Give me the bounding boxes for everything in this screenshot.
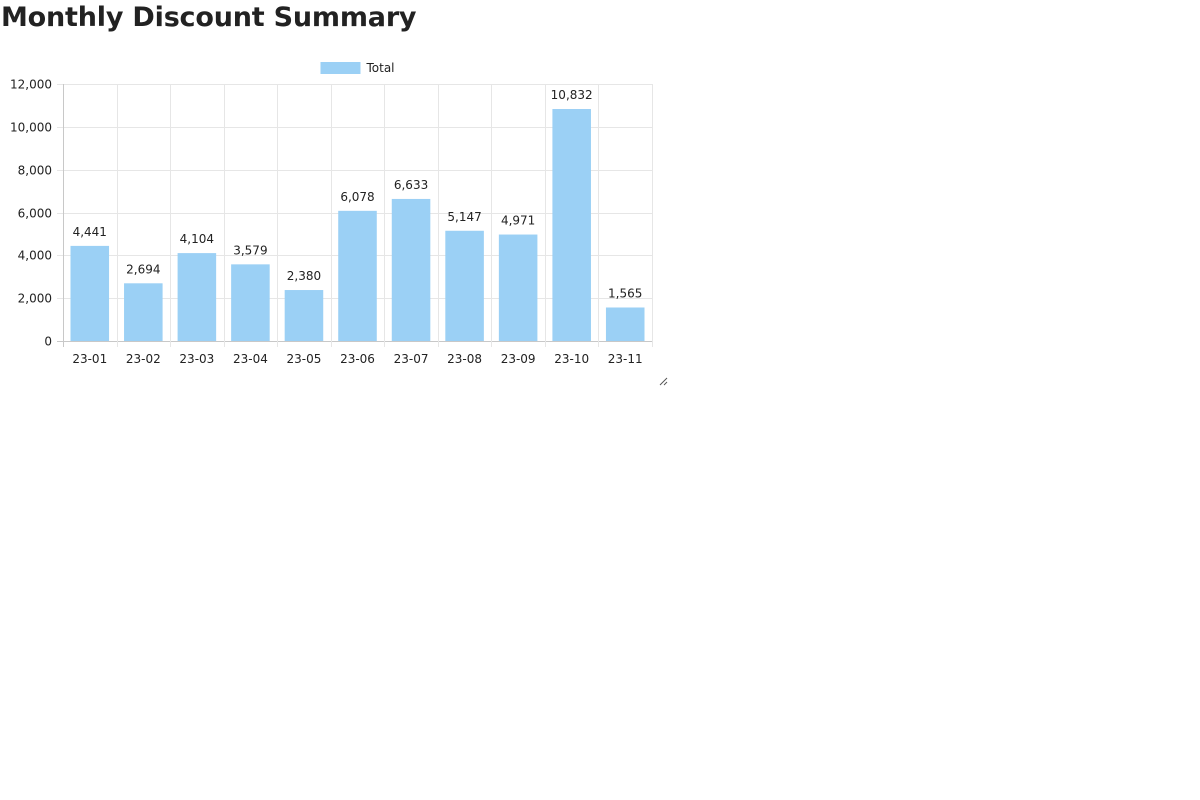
- bar-data-label: 6,078: [340, 190, 374, 204]
- bar-data-label: 2,694: [126, 262, 160, 276]
- bar: [498, 234, 538, 341]
- bar: [391, 198, 431, 341]
- y-tick-label: 2,000: [18, 292, 52, 306]
- y-tick-label: 0: [44, 335, 52, 349]
- x-tick-label: 23-10: [554, 352, 589, 366]
- y-tick-label: 12,000: [10, 78, 52, 92]
- x-tick-label: 23-07: [394, 352, 429, 366]
- bar: [231, 264, 270, 341]
- bar: [70, 245, 110, 341]
- bar-data-label: 4,971: [501, 214, 535, 228]
- y-tick-label: 6,000: [18, 207, 52, 221]
- x-tick-label: 23-08: [447, 352, 482, 366]
- x-tick-label: 23-02: [126, 352, 161, 366]
- x-tick-label: 23-09: [501, 352, 536, 366]
- bar-data-label: 1,565: [608, 286, 642, 300]
- bar: [445, 230, 484, 341]
- bar-data-label: 3,579: [233, 243, 267, 257]
- y-tick-label: 10,000: [10, 121, 52, 135]
- bar-data-label: 4,104: [180, 232, 214, 246]
- page-title: Monthly Discount Summary: [1, 2, 417, 33]
- bar: [177, 253, 217, 341]
- x-tick-label: 23-03: [179, 352, 214, 366]
- resize-handle-icon[interactable]: [658, 376, 668, 386]
- y-tick-label: 8,000: [18, 164, 52, 178]
- bar-data-label: 4,441: [73, 225, 107, 239]
- bar: [552, 109, 591, 341]
- legend-swatch: [320, 62, 361, 74]
- x-tick-label: 23-01: [72, 352, 107, 366]
- legend-label: Total: [365, 61, 394, 75]
- bar: [338, 210, 377, 341]
- x-tick-label: 23-06: [340, 352, 375, 366]
- bar: [605, 307, 645, 341]
- y-tick-label: 4,000: [18, 249, 52, 263]
- bar-chart-svg: 0 2,000 4,000 6,000 8,000 10,000 12,000 4,441 23…: [10, 61, 653, 366]
- x-tick-label: 23-11: [608, 352, 643, 366]
- bar-data-label: 2,380: [287, 269, 321, 283]
- bar-chart: 0 2,000 4,000 6,000 8,000 10,000 12,000 4,441 23…: [0, 50, 670, 386]
- bar-data-label: 5,147: [447, 210, 481, 224]
- bar: [284, 290, 324, 341]
- x-tick-label: 23-05: [287, 352, 322, 366]
- x-tick-label: 23-04: [233, 352, 268, 366]
- bar-data-label: 10,832: [551, 88, 593, 102]
- bar: [124, 283, 163, 341]
- bar-data-label: 6,633: [394, 178, 428, 192]
